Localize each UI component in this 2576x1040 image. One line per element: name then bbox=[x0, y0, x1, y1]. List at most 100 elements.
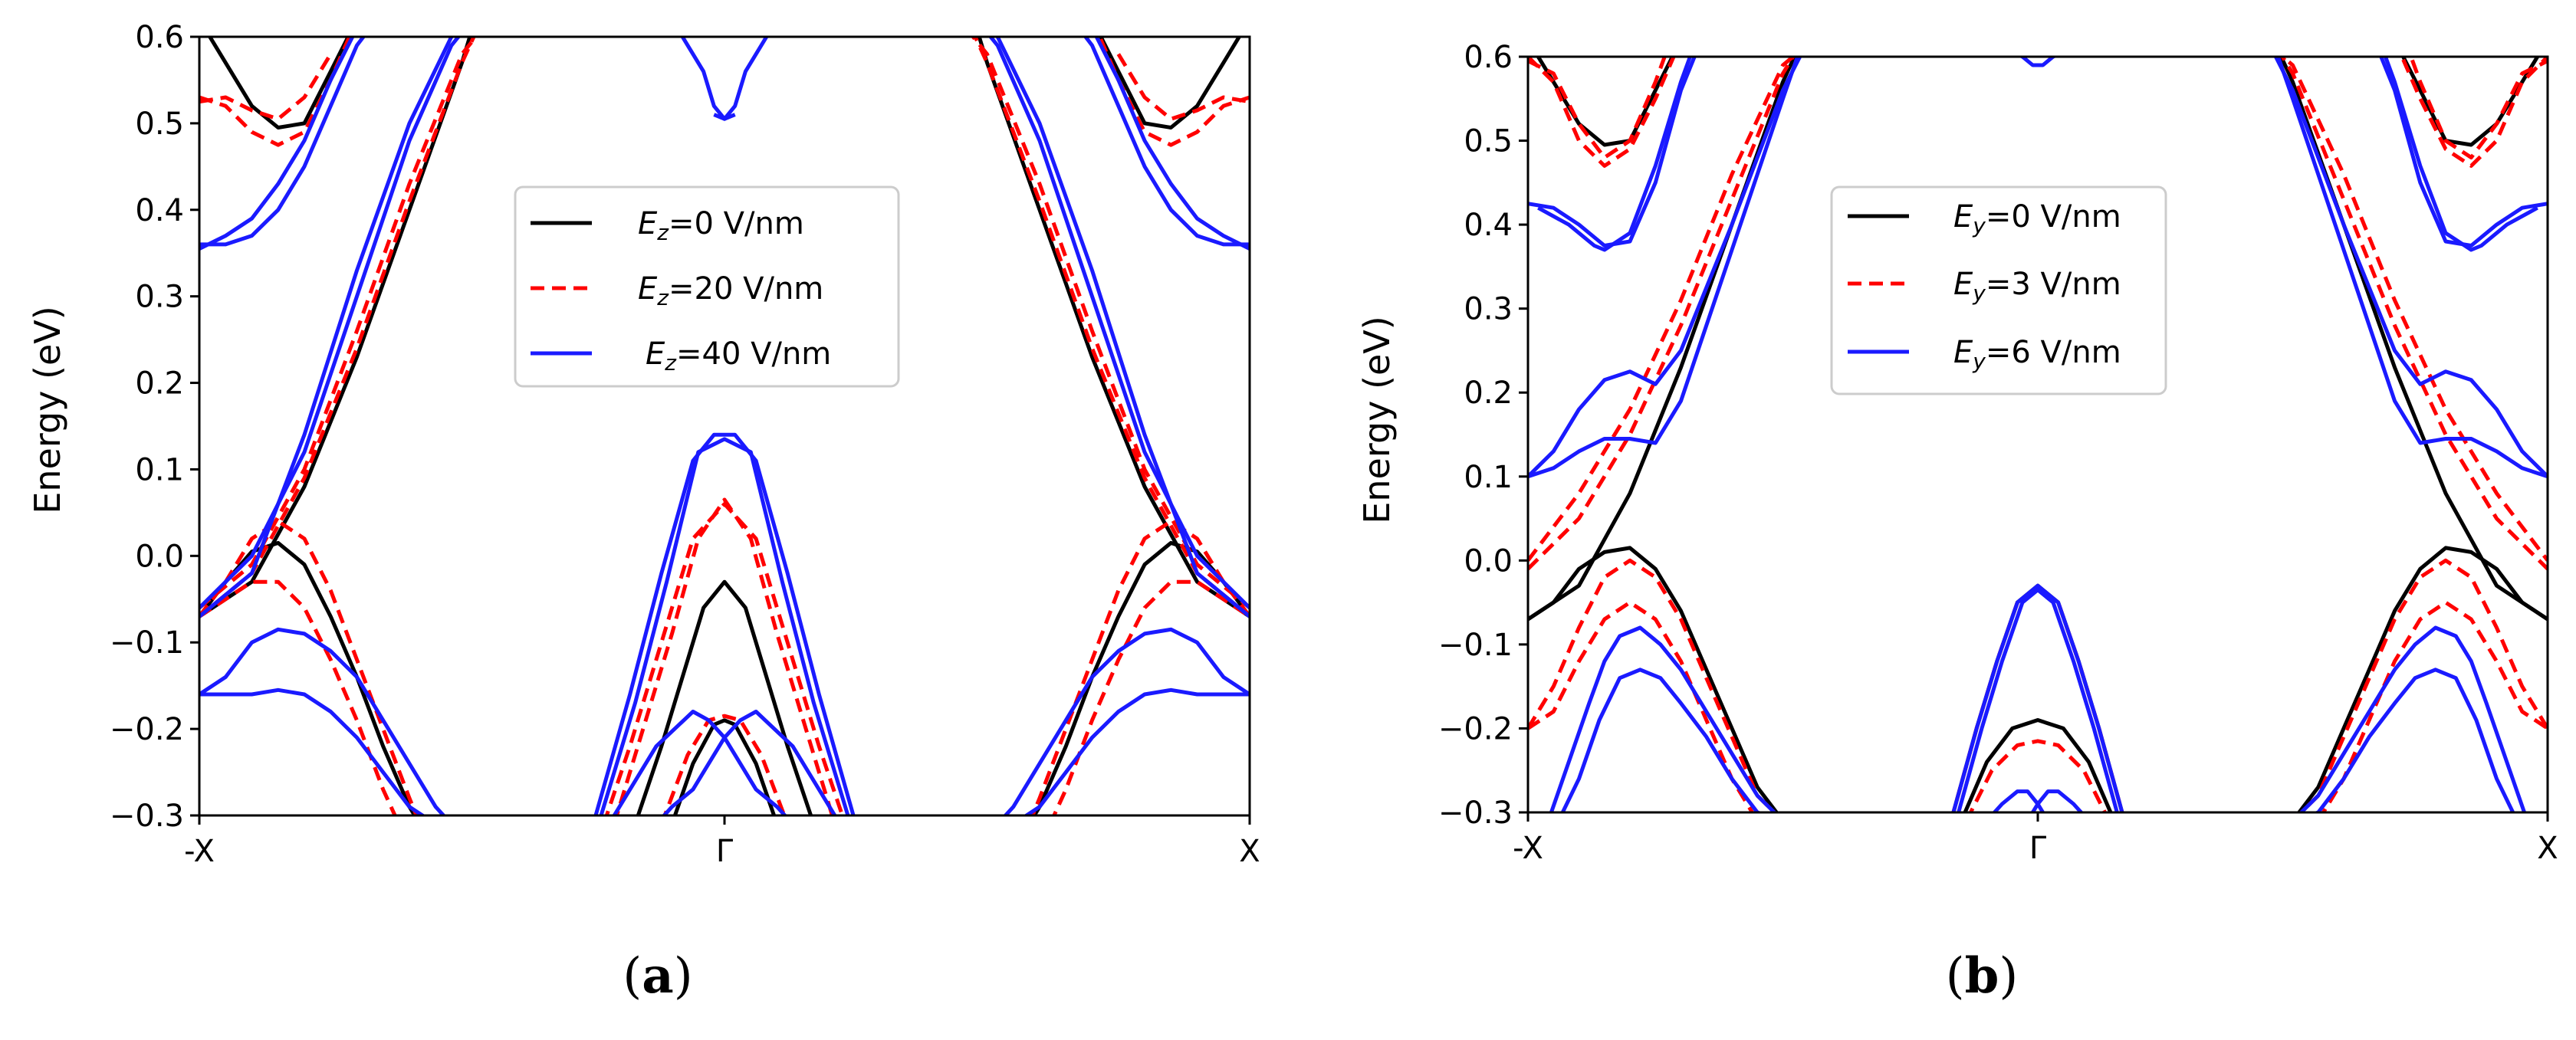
panel-b-frame bbox=[1526, 55, 2549, 814]
panel-a-series-line-0 bbox=[207, 37, 350, 130]
panel-b-series-line-33 bbox=[2312, 668, 2515, 812]
panel-b-series-line-39 bbox=[2038, 57, 2058, 67]
panel-a-series-line-26 bbox=[1094, 37, 1250, 251]
panel-a-plot-area bbox=[199, 37, 1250, 815]
panel-b-series-line-13 bbox=[1528, 57, 1796, 562]
panel-b-series-line-1 bbox=[2400, 57, 2540, 147]
panel-b-ylabel: Energy (eV) bbox=[1356, 316, 1398, 523]
panel-a-series-line-6 bbox=[636, 579, 813, 815]
panel-a-series-line-31 bbox=[199, 627, 446, 815]
caption-close: ) bbox=[674, 948, 693, 1005]
panel-b-series-line-14 bbox=[2280, 57, 2548, 571]
caption-close: ) bbox=[1999, 948, 2018, 1005]
panel-b-series-line-19 bbox=[2321, 600, 2548, 812]
panel-b-series-line-38 bbox=[2017, 57, 2038, 67]
panel-a-yticks: −0.3 −0.2 −0.1 0.0 0.1 0.2 0.3 0.4 0.5 0.6 bbox=[110, 20, 199, 834]
panel-a-series-line-21 bbox=[614, 497, 835, 815]
caption-open: ( bbox=[1946, 948, 1965, 1005]
panel-a-series-line-25 bbox=[1083, 37, 1250, 247]
panel-a-series-line-11 bbox=[1116, 53, 1250, 121]
panel-a-series-line-39 bbox=[679, 37, 736, 121]
panel-b-series-line-2 bbox=[1528, 57, 1797, 622]
panel-b-ytick-label-4: 0.1 bbox=[1464, 460, 1513, 495]
panel-b-xticks: -X Γ X bbox=[1513, 812, 2558, 866]
panel-a-xticks: -X Γ X bbox=[184, 815, 1260, 869]
panel-b-xtick-label-0: -X bbox=[1513, 831, 1543, 866]
panel-b-series bbox=[1528, 57, 2548, 812]
panel-a-series-line-9 bbox=[199, 53, 333, 121]
panel-a-series-line-7 bbox=[672, 718, 777, 815]
panel-a-ytick-label-8: 0.5 bbox=[135, 107, 184, 142]
panel-b-series-line-30 bbox=[1549, 625, 1777, 812]
legend-sym: E bbox=[1953, 267, 1973, 302]
legend-sym: E bbox=[1953, 335, 1973, 370]
panel-a-series-line-5 bbox=[1032, 540, 1250, 815]
panel-a-ytick-label-2: −0.1 bbox=[110, 625, 184, 661]
panel-a-xtick-label-2: X bbox=[1239, 834, 1260, 869]
panel-a-frame bbox=[198, 35, 1251, 817]
panel-a-ylabel: Energy (eV) bbox=[27, 306, 68, 513]
panel-a-series-line-4 bbox=[199, 540, 417, 815]
panel-a-ytick-label-6: 0.3 bbox=[135, 280, 184, 315]
panel-b-series-line-26 bbox=[1528, 57, 1802, 478]
panel-a-series-line-36 bbox=[599, 437, 850, 815]
panel-a-ytick-label-5: 0.2 bbox=[135, 366, 184, 402]
panel-a-series-line-22 bbox=[662, 714, 787, 815]
panel-a-series-line-27 bbox=[199, 37, 462, 609]
panel-a-series-line-33 bbox=[1003, 627, 1250, 815]
panel-a-series-line-17 bbox=[199, 579, 397, 815]
panel-a-xtick-label-1: Γ bbox=[716, 834, 734, 869]
panel-a-series-line-18 bbox=[1030, 519, 1250, 815]
panel-a-series-line-24 bbox=[199, 37, 355, 251]
panel-b-ytick-label-3: 0.0 bbox=[1464, 543, 1513, 579]
panel-a-series-line-15 bbox=[971, 37, 1250, 610]
panel-a-legend-label-0: Ez=0 V/nm bbox=[638, 206, 804, 245]
panel-b-series-line-4 bbox=[1528, 546, 1779, 812]
panel-b-series-line-21 bbox=[1968, 739, 2108, 812]
legend-text: =40 V/nm bbox=[676, 336, 831, 372]
legend-sub: z bbox=[664, 350, 677, 376]
panel-b: Energy (eV) −0.3 −0.2 −0.1 0.0 0.1 0.2 0.3 0.4 0… bbox=[1356, 40, 2558, 1005]
panel-b-series-line-17 bbox=[1528, 600, 1755, 812]
panel-b-ytick-label-7: 0.4 bbox=[1464, 208, 1513, 243]
panel-b-ytick-label-6: 0.3 bbox=[1464, 292, 1513, 327]
panel-b-yticks: −0.3 −0.2 −0.1 0.0 0.1 0.2 0.3 0.4 0.5 0.6 bbox=[1438, 40, 1528, 831]
legend-sym: E bbox=[646, 336, 665, 372]
legend-sym: E bbox=[1953, 199, 1973, 235]
legend-text: =6 V/nm bbox=[1986, 335, 2121, 370]
legend-text: =3 V/nm bbox=[1986, 267, 2121, 302]
panel-b-series-line-12 bbox=[1528, 57, 1796, 571]
caption-letter: b bbox=[1965, 947, 1999, 1005]
panel-a-legend-box bbox=[514, 185, 900, 388]
panel-b-ytick-label-8: 0.5 bbox=[1464, 124, 1513, 159]
panel-a-series-line-32 bbox=[199, 687, 426, 815]
panel-a-series-line-30 bbox=[994, 37, 1250, 618]
panel-a-ytick-label-1: −0.2 bbox=[110, 712, 184, 747]
panel-b-ytick-label-2: −0.1 bbox=[1438, 628, 1513, 663]
legend-sub: y bbox=[1972, 213, 1986, 238]
panel-b-series-line-10 bbox=[2400, 57, 2548, 168]
panel-b-series-line-18 bbox=[2298, 558, 2548, 812]
panel-b-xtick-label-1: Γ bbox=[2029, 831, 2047, 866]
panel-a-ytick-label-7: 0.4 bbox=[135, 193, 184, 228]
panel-a-series-line-40 bbox=[713, 37, 770, 121]
panel-a-series-line-16 bbox=[199, 519, 419, 815]
panel-a-series-line-28 bbox=[199, 37, 455, 618]
panel-a-series-line-13 bbox=[199, 37, 478, 610]
panel-b-legend-box bbox=[1830, 185, 2167, 395]
panel-b-plot-area bbox=[1528, 57, 2548, 812]
panel-a-series-line-20 bbox=[604, 502, 845, 815]
panel-a-series-line-2 bbox=[199, 37, 472, 618]
panel-b-legend-label-1: Ey=3 V/nm bbox=[1953, 267, 2121, 306]
panel-b-ytick-label-1: −0.2 bbox=[1438, 711, 1513, 746]
panel-b-legend-label-2: Ey=6 V/nm bbox=[1953, 335, 2121, 374]
panel-a-ytick-label-3: 0.0 bbox=[135, 539, 184, 574]
legend-text: =20 V/nm bbox=[669, 271, 823, 307]
legend-sub: z bbox=[656, 285, 669, 310]
panel-a-series-line-38 bbox=[661, 710, 837, 815]
panel-b-series-line-25 bbox=[2383, 57, 2538, 252]
panel-b-series-line-29 bbox=[2275, 57, 2548, 479]
panel-b-ytick-label-5: 0.2 bbox=[1464, 376, 1513, 411]
legend-sym: E bbox=[638, 271, 658, 307]
panel-b-ytick-label-9: 0.6 bbox=[1464, 40, 1513, 75]
